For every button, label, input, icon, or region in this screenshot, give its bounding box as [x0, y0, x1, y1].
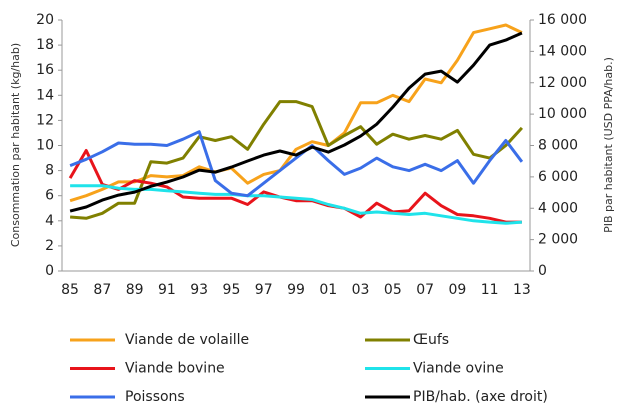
x-tick-label: 13 — [513, 282, 531, 298]
x-tick-label: 11 — [481, 282, 499, 298]
y-tick-label: 14 — [36, 87, 54, 103]
y-tick-label: 20 — [36, 12, 54, 28]
legend-label: Viande de volaille — [125, 332, 249, 348]
legend-label: Œufs — [413, 332, 449, 348]
y2-tick-label: 10 000 — [538, 106, 587, 122]
y-axis-title: Consommation par habitant (kg/hab) — [9, 43, 22, 247]
x-tick-label: 01 — [319, 282, 337, 298]
x-tick-label: 93 — [190, 282, 208, 298]
y-tick-label: 8 — [45, 163, 54, 179]
y-tick-label: 18 — [36, 37, 54, 53]
x-tick-label: 07 — [416, 282, 434, 298]
x-tick-label: 97 — [255, 282, 273, 298]
legend-label: PIB/hab. (axe droit) — [413, 389, 548, 405]
x-tick-label: 87 — [93, 282, 111, 298]
y2-tick-label: 12 000 — [538, 75, 587, 91]
y-tick-label: 16 — [36, 62, 54, 78]
x-tick-label: 05 — [384, 282, 402, 298]
y-tick-label: 4 — [45, 213, 54, 229]
y2-tick-label: 4 000 — [538, 200, 578, 216]
x-tick-label: 03 — [352, 282, 370, 298]
y-tick-label: 2 — [45, 238, 54, 254]
series-line — [68, 149, 522, 224]
x-tick-label: 85 — [61, 282, 79, 298]
y2-tick-label: 16 000 — [538, 12, 587, 28]
legend-label: Poissons — [125, 389, 185, 405]
y2-axis-title: PIB par habitant (USD PPA/hab.) — [602, 57, 615, 233]
series-line — [69, 100, 524, 220]
series-line — [69, 23, 523, 203]
y2-tick-label: 0 — [538, 263, 547, 279]
x-tick-label: 99 — [287, 282, 305, 298]
y-tick-label: 12 — [36, 112, 54, 128]
y-tick-label: 6 — [45, 188, 54, 204]
y2-tick-label: 2 000 — [538, 232, 578, 248]
series-line — [69, 130, 524, 198]
x-tick-label: 89 — [126, 282, 144, 298]
x-tick-label: 09 — [448, 282, 466, 298]
y2-tick-label: 8 000 — [538, 138, 578, 154]
x-tick-label: 91 — [158, 282, 176, 298]
y2-tick-label: 14 000 — [538, 43, 587, 59]
x-tick-label: 95 — [223, 282, 241, 298]
y-tick-label: 10 — [36, 138, 54, 154]
legend-label: Viande ovine — [413, 361, 504, 377]
legend-label: Viande bovine — [125, 361, 225, 377]
y-tick-label: 0 — [45, 263, 54, 279]
series-line — [69, 31, 523, 213]
y2-tick-label: 6 000 — [538, 169, 578, 185]
